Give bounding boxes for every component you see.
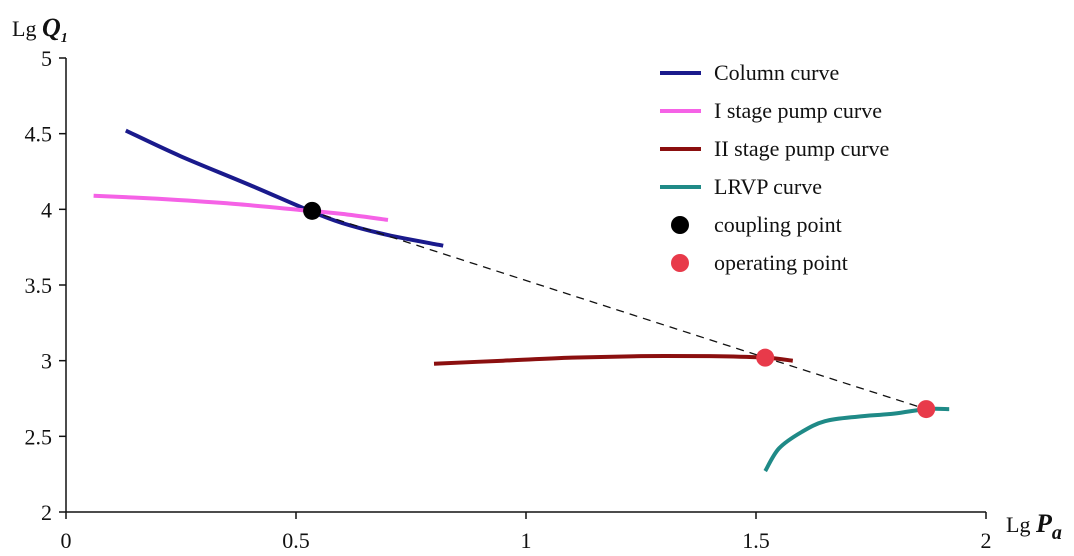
legend-label: operating point <box>714 250 848 275</box>
legend-label: II stage pump curve <box>714 136 889 161</box>
x-tick-label: 0 <box>61 528 72 553</box>
dashed-connector-line <box>309 210 927 410</box>
axes: 0 0.5 1 1.5 2 2 2.5 3 3.5 4 4.5 5Lg Q1 Lg Pa <box>12 13 1062 553</box>
y-tick-label: 4 <box>41 197 52 222</box>
y-axis-label: Lg Q1 <box>12 13 68 46</box>
legend-item-ii-stage-pump-curve: II stage pump curve <box>660 136 889 161</box>
legend-item-operating-point: operating point <box>671 250 848 275</box>
legend-item-coupling-point: coupling point <box>671 212 842 237</box>
x-tick-label: 0.5 <box>282 528 310 553</box>
x-tick-label: 1.5 <box>742 528 770 553</box>
series-line-i-stage-pump-curve <box>93 193 389 222</box>
legend-item-lrvp-curve: LRVP curve <box>660 174 822 199</box>
legend-item-i-stage-pump-curve: I stage pump curve <box>660 98 882 123</box>
x-tick-label: 1 <box>521 528 532 553</box>
x-tick-label: 2 <box>981 528 992 553</box>
y-tick-label: 5 <box>41 46 52 71</box>
series-line-ii-stage-pump-curve <box>433 353 794 366</box>
legend-label: Column curve <box>714 60 839 85</box>
legend-label: coupling point <box>714 212 842 237</box>
marker-operating-point <box>756 348 775 367</box>
legend-item-column-curve: Column curve <box>660 60 839 85</box>
y-tick-label: 3 <box>41 349 52 374</box>
y-tick-label: 3.5 <box>25 273 53 298</box>
legend: Column curve I stage pump curve II stage p… <box>660 60 889 275</box>
series-line-lrvp-curve <box>763 406 950 473</box>
marker-operating-point <box>917 400 936 419</box>
legend-marker <box>671 254 689 272</box>
series-line-column-curve <box>124 128 444 248</box>
legend-label: I stage pump curve <box>714 98 882 123</box>
x-axis-label: Lg Pa <box>1006 509 1062 544</box>
legend-marker <box>671 216 689 234</box>
markers <box>303 201 936 419</box>
legend-label: LRVP curve <box>714 174 822 199</box>
marker-coupling-point <box>303 201 322 220</box>
y-tick-label: 4.5 <box>25 122 53 147</box>
y-tick-label: 2 <box>41 500 52 525</box>
y-tick-label: 2.5 <box>25 424 53 449</box>
